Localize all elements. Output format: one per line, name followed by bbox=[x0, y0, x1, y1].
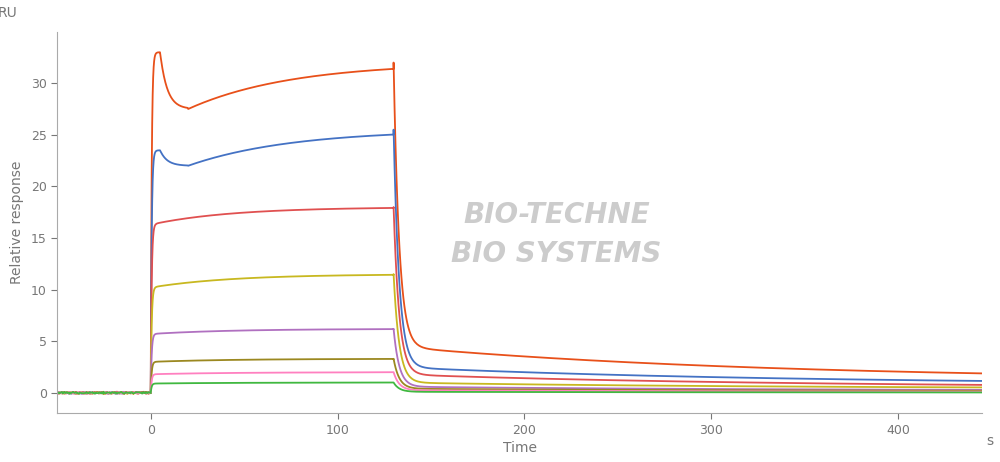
Text: RU: RU bbox=[0, 6, 17, 20]
X-axis label: Time: Time bbox=[503, 441, 537, 455]
Text: s: s bbox=[987, 434, 994, 449]
Y-axis label: Relative response: Relative response bbox=[10, 161, 24, 284]
Text: BIO-TECHNE
BIO SYSTEMS: BIO-TECHNE BIO SYSTEMS bbox=[451, 201, 662, 267]
